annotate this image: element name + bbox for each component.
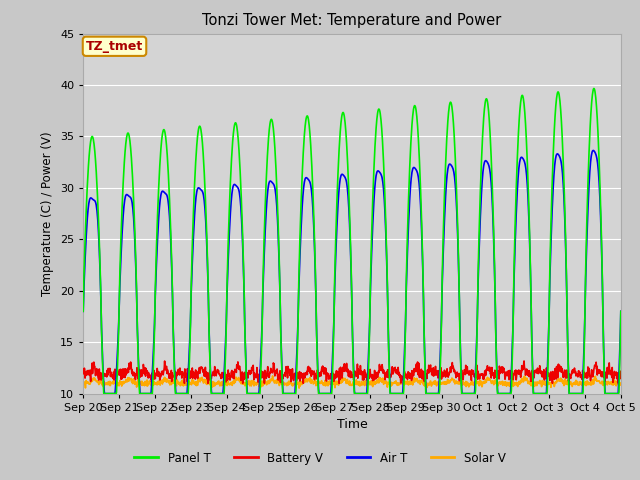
Text: TZ_tmet: TZ_tmet: [86, 40, 143, 53]
Legend: Panel T, Battery V, Air T, Solar V: Panel T, Battery V, Air T, Solar V: [130, 447, 510, 469]
X-axis label: Time: Time: [337, 418, 367, 431]
Y-axis label: Temperature (C) / Power (V): Temperature (C) / Power (V): [42, 132, 54, 296]
Title: Tonzi Tower Met: Temperature and Power: Tonzi Tower Met: Temperature and Power: [202, 13, 502, 28]
